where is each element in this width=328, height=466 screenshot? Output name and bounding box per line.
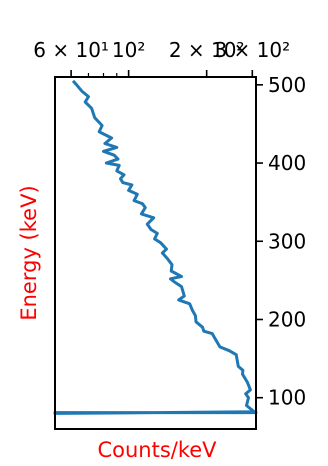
x-tick-label-0: 6 × 10¹ [33,38,109,62]
y-tick-label-1: 200 [268,307,306,331]
y-tick-label-2: 300 [268,229,306,253]
x-tick-label-3: 3 × 10² [214,38,290,62]
x-axis-label: Counts/keV [97,438,217,462]
plot-area [53,79,258,415]
y-axis-label: Energy (keV) [17,185,41,320]
y-tick-label-4: 500 [268,73,306,97]
series-line-0 [53,79,258,415]
y-tick-label-0: 100 [268,386,306,410]
plot-frame [54,76,257,430]
y-tick-label-3: 400 [268,151,306,175]
x-tick-label-1: 10² [112,38,145,62]
x-tick-label-2: 2 × 10² [169,38,245,62]
